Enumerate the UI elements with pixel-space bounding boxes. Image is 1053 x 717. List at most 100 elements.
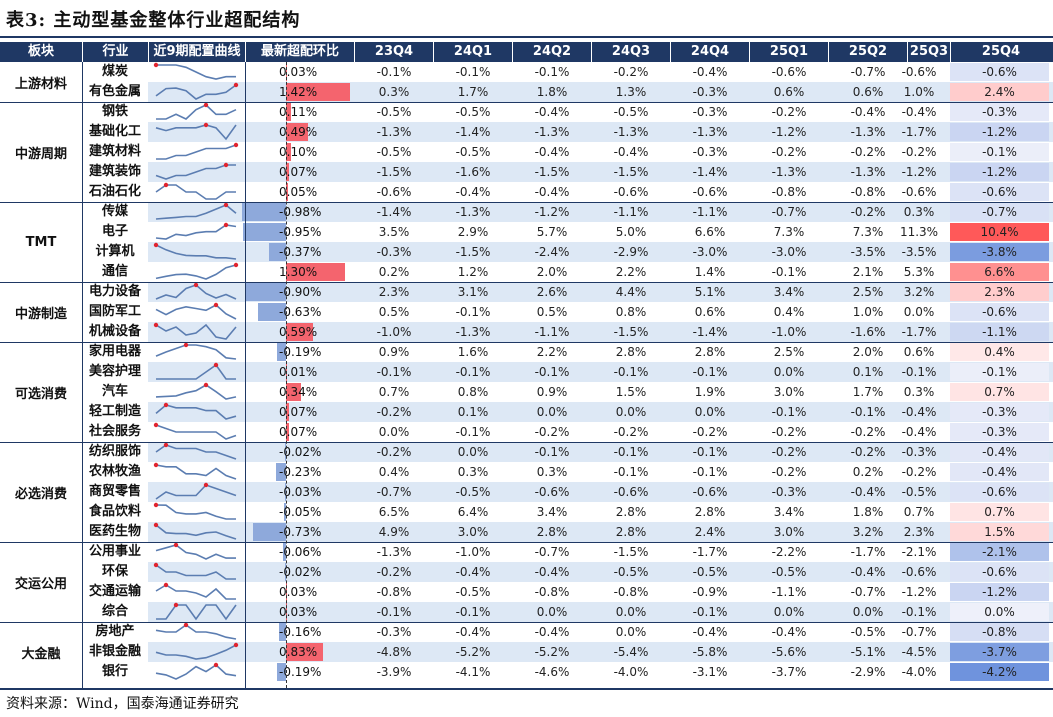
quarter-value: -0.6%	[613, 485, 649, 499]
header-quarter: 23Q4	[374, 44, 414, 59]
quarter-value: -1.0%	[771, 325, 807, 339]
quarter-value: -0.4%	[901, 405, 937, 419]
quarter-value: 0.3%	[457, 465, 489, 479]
quarter-value: -0.8%	[771, 185, 807, 199]
quarter-value: 2.0%	[536, 265, 568, 279]
quarter-value: -0.5%	[613, 565, 649, 579]
positive-change-bar	[286, 163, 290, 181]
group-separator	[0, 202, 1053, 203]
sparkline-path	[155, 344, 237, 360]
sparkline-path	[155, 504, 236, 520]
group-separator	[0, 442, 1053, 443]
quarter-value: -0.2%	[771, 145, 807, 159]
quarter-value: 5.7%	[536, 225, 568, 239]
industry-name: 钢铁	[101, 104, 128, 119]
industry-name: 通信	[101, 264, 128, 279]
header-separator	[591, 42, 592, 62]
quarter-value: -4.5%	[901, 645, 937, 659]
table-row: 美容护理 0.01% -0.1% -0.1% -0.1% -0.1% -0.1% 0.0% 0.…	[0, 362, 1053, 382]
sector-label: 大金融	[21, 646, 61, 662]
sparkline-path	[155, 524, 237, 540]
table-row: 家用电器 -0.19% 0.9% 1.6% 2.2% 2.8% 2.8% 2.5% 2.0% 0.…	[0, 342, 1053, 362]
header-quarter: 25Q2	[848, 44, 888, 59]
quarter-value: -1.2%	[771, 125, 807, 139]
quarter-value: 11.3%	[899, 225, 939, 239]
quarter-value: -1.2%	[901, 585, 937, 599]
industry-name: 计算机	[95, 244, 135, 259]
quarter-value: -1.5%	[455, 245, 491, 259]
header-separator	[148, 42, 149, 62]
quarter-value: -0.5%	[455, 485, 491, 499]
quarter-value: -1.3%	[534, 125, 570, 139]
sparkline	[155, 282, 237, 300]
quarter-value: -0.1%	[376, 65, 412, 79]
latest-change-value: 0.11%	[279, 105, 318, 119]
latest-quarter-value: 0.7%	[984, 385, 1015, 399]
latest-change-value: 0.10%	[279, 145, 318, 159]
sparkline-path	[155, 644, 237, 660]
quarter-value: 1.9%	[694, 385, 726, 399]
quarter-value: -0.1%	[455, 605, 491, 619]
quarter-value: -0.1%	[534, 65, 570, 79]
latest-quarter-value: -1.2%	[982, 165, 1017, 179]
sparkline	[155, 82, 239, 100]
row-shading	[148, 322, 1053, 342]
row-shading	[148, 282, 1053, 302]
group-separator	[0, 542, 1053, 543]
quarter-value: -0.4%	[534, 185, 570, 199]
quarter-value: -1.5%	[613, 325, 649, 339]
quarter-value: -0.6%	[901, 65, 937, 79]
table-row: 通信 1.30% 0.2% 1.2% 2.0% 2.2% 1.4% -0.1% 2.1% 5.3%…	[0, 262, 1053, 282]
sector-label: 中游周期	[14, 146, 67, 162]
quarter-value: -0.5%	[613, 105, 649, 119]
header-quarter: 25Q4	[981, 44, 1021, 59]
quarter-value: 1.8%	[852, 505, 884, 519]
latest-quarter-value: -3.8%	[982, 245, 1017, 259]
quarter-value: -0.7%	[901, 625, 937, 639]
table-row: 社会服务 0.07% 0.0% -0.1% -0.2% -0.2% -0.2% -0.2% -0…	[0, 422, 1053, 442]
latest-change-value: -0.90%	[279, 285, 322, 299]
quarter-value: -0.4%	[455, 565, 491, 579]
latest-quarter-cell: -1.1%	[950, 323, 1049, 341]
table-title: 表3: 主动型基金整体行业超配结构	[6, 10, 301, 31]
industry-name: 美容护理	[88, 364, 141, 379]
row-shading	[148, 602, 1053, 622]
quarter-value: -0.5%	[455, 145, 491, 159]
quarter-value: -3.0%	[692, 245, 728, 259]
latest-quarter-cell: -0.8%	[950, 623, 1049, 641]
group-separator	[0, 282, 1053, 283]
header-quarter: 24Q1	[453, 44, 493, 59]
quarter-value: -1.4%	[376, 205, 412, 219]
sparkline-path	[155, 224, 237, 240]
industry-name: 基础化工	[88, 124, 141, 139]
quarter-value: 2.2%	[615, 265, 647, 279]
quarter-value: 3.0%	[773, 525, 805, 539]
latest-change-value: 0.07%	[279, 165, 318, 179]
quarter-value: -0.1%	[613, 465, 649, 479]
sparkline-path	[156, 144, 237, 160]
quarter-value: 0.6%	[773, 85, 805, 99]
industry-name: 煤炭	[101, 64, 128, 79]
table-header: 板块 行业 近9期配置曲线 最新超配环比 23Q4 24Q1 24Q2 24Q3…	[0, 42, 1053, 62]
sparkline	[155, 182, 236, 200]
sparkline	[153, 322, 237, 340]
quarter-value: -0.1%	[692, 365, 728, 379]
latest-change-value: 0.01%	[279, 365, 318, 379]
quarter-value: -1.3%	[455, 205, 491, 219]
latest-quarter-value: -0.3%	[982, 425, 1017, 439]
table-row: 煤炭 0.03% -0.1% -0.1% -0.1% -0.2% -0.4% -0.6% -0.…	[0, 62, 1053, 82]
quarter-value: -0.1%	[771, 405, 807, 419]
industry-name: 家用电器	[88, 344, 141, 359]
quarter-value: 1.2%	[457, 265, 489, 279]
header-separator	[907, 42, 908, 62]
quarter-value: -1.4%	[455, 125, 491, 139]
quarter-value: -0.2%	[376, 445, 412, 459]
latest-quarter-cell: 2.3%	[950, 283, 1049, 301]
quarter-value: 0.0%	[536, 605, 568, 619]
source-note: 资料来源：Wind，国泰海通证券研究	[6, 696, 239, 712]
quarter-value: -0.2%	[771, 425, 807, 439]
quarter-value: -0.2%	[850, 145, 886, 159]
sparkline	[156, 142, 239, 160]
latest-quarter-value: -0.1%	[982, 365, 1017, 379]
quarter-value: -0.3%	[376, 245, 412, 259]
